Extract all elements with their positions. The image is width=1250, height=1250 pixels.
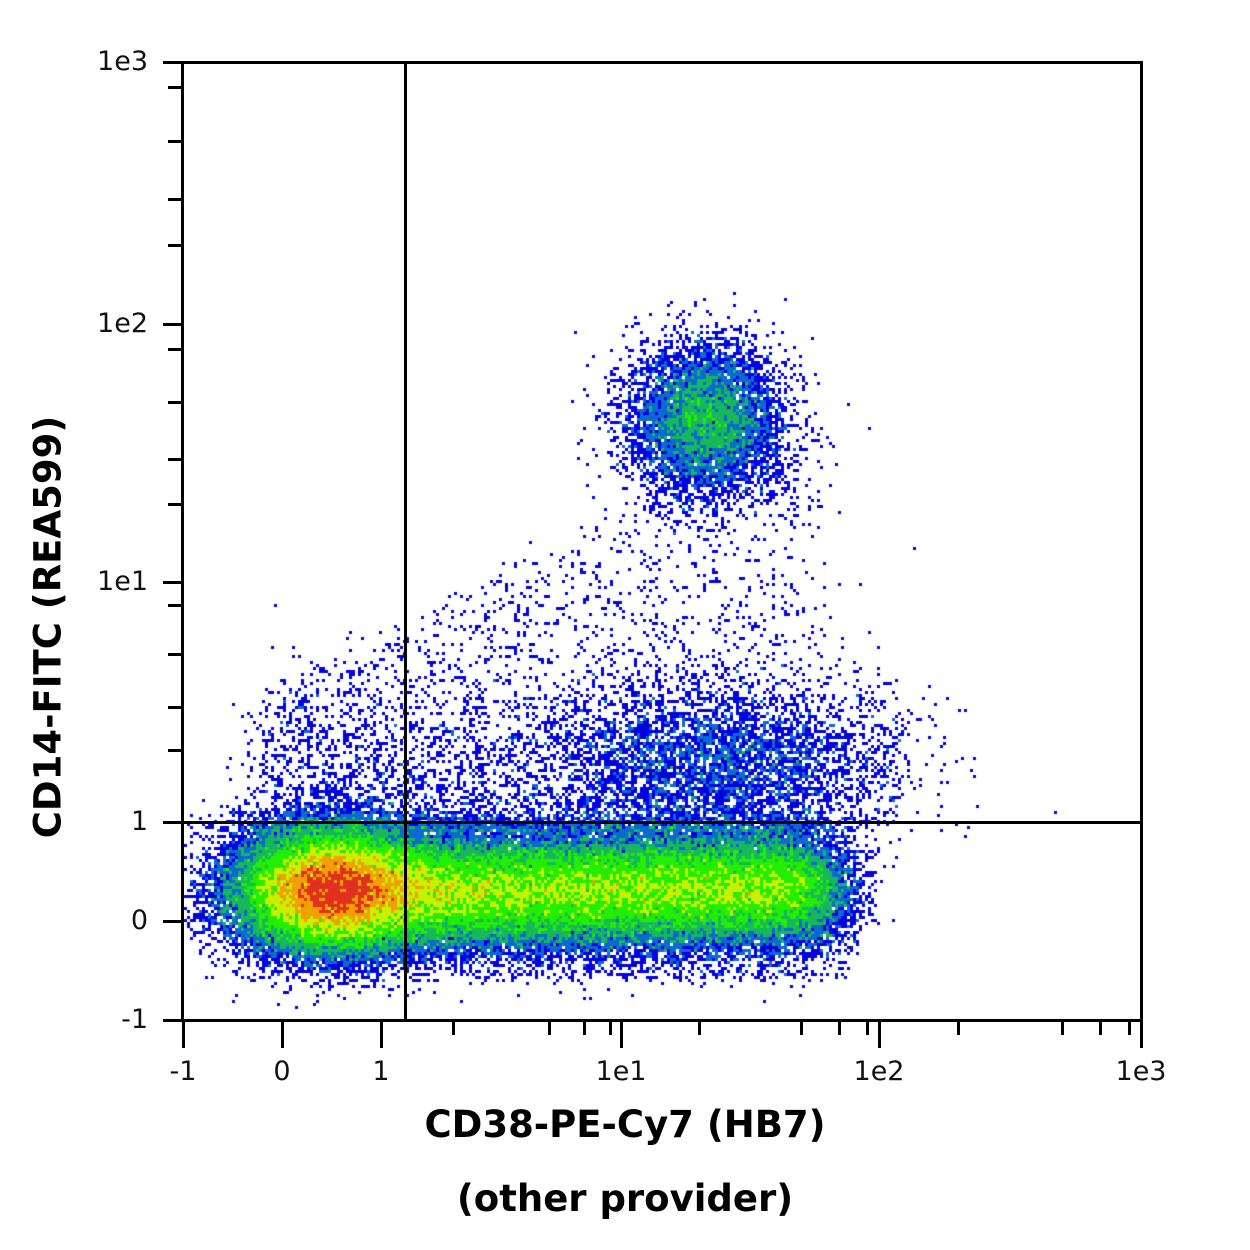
y-minor-tick [168, 604, 181, 608]
y-major-tick [163, 821, 181, 824]
y-minor-tick [168, 348, 181, 351]
y-minor-tick [168, 139, 181, 143]
x-minor-tick [697, 1022, 701, 1035]
y-tick-label-1: 1 [130, 806, 148, 837]
x-major-tick [182, 1022, 185, 1048]
x-major-tick [281, 1022, 284, 1048]
x-minor-tick [452, 1022, 456, 1035]
y-major-tick [163, 61, 181, 64]
y-major-tick [163, 581, 181, 584]
y-tick-label-0: 0 [130, 905, 148, 936]
y-minor-tick [168, 706, 181, 710]
y-major-tick [163, 920, 181, 923]
y-major-tick [163, 1019, 181, 1022]
x-minor-tick [1099, 1022, 1103, 1035]
x-minor-tick [609, 1022, 613, 1035]
y-minor-tick [168, 244, 181, 248]
x-minor-tick [582, 1022, 586, 1035]
x-minor-tick [838, 1022, 842, 1035]
y-axis-title: CD14-FITC (REA599) [26, 415, 70, 839]
plot-area [181, 61, 1143, 1022]
y-tick-label-1e1: 1e1 [97, 566, 148, 597]
horizontal-quadrant-gate[interactable] [181, 821, 1143, 824]
x-tick-label-1e3: 1e3 [1115, 1056, 1167, 1087]
x-minor-tick [800, 1022, 804, 1035]
x-minor-tick [547, 1022, 551, 1035]
y-tick-label-minus1: -1 [121, 1004, 148, 1035]
x-major-tick [620, 1022, 623, 1048]
density-scatter [184, 64, 1140, 1019]
x-minor-tick [866, 1022, 870, 1035]
x-tick-label-1: 1 [372, 1056, 390, 1087]
y-minor-tick [168, 503, 181, 507]
x-major-tick [878, 1022, 881, 1048]
x-major-tick [1140, 1022, 1143, 1048]
x-minor-tick [1128, 1022, 1131, 1035]
y-tick-label-1e3: 1e3 [97, 46, 148, 77]
x-tick-label-minus1: -1 [169, 1056, 197, 1087]
y-minor-tick [168, 197, 181, 201]
x-minor-tick [956, 1022, 960, 1035]
y-minor-tick [168, 400, 181, 404]
x-tick-label-0: 0 [273, 1056, 291, 1087]
x-tick-label-1e1: 1e1 [595, 1056, 647, 1087]
vertical-quadrant-gate[interactable] [404, 61, 407, 1022]
y-tick-label-1e2: 1e2 [97, 308, 148, 339]
y-minor-tick [168, 86, 181, 90]
y-minor-tick [168, 457, 181, 461]
x-axis-title: CD38-PE-Cy7 (HB7) [424, 1103, 826, 1146]
y-minor-tick [168, 748, 181, 752]
x-axis-subtitle: (other provider) [456, 1177, 794, 1220]
x-minor-tick [1061, 1022, 1065, 1035]
y-major-tick [163, 323, 181, 326]
y-minor-tick [168, 653, 181, 657]
x-tick-label-1e2: 1e2 [853, 1056, 905, 1087]
x-major-tick [380, 1022, 383, 1048]
